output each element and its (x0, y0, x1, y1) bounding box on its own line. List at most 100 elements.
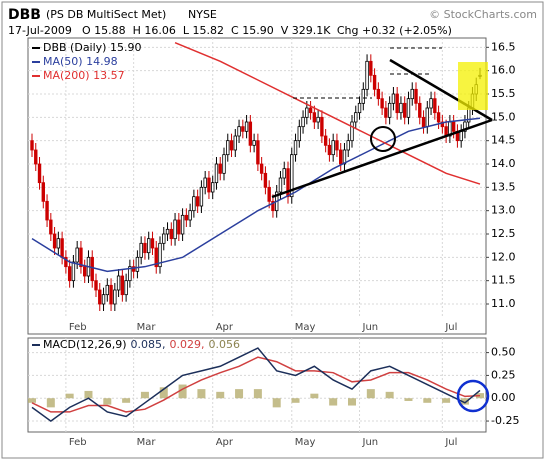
candle-body (354, 112, 358, 123)
histogram-bar (404, 398, 413, 401)
quote-item: H 16.06 (133, 24, 176, 37)
candle-body (365, 60, 369, 90)
candle-body (263, 172, 268, 188)
security-name: (PS DB MultiSect Met) (46, 8, 166, 21)
highlight-circle (456, 379, 490, 413)
candle-body (199, 186, 204, 207)
histogram-bar (272, 398, 281, 408)
candle-body (357, 102, 362, 114)
histogram-bar (178, 384, 187, 399)
x-tick-label: Mar (137, 437, 157, 448)
candle-body (98, 289, 102, 305)
candle-body (214, 163, 219, 184)
candle-body (339, 149, 343, 165)
symbol: DBB (8, 7, 41, 23)
y-tick-label: 11.0 (491, 297, 516, 310)
candle-body (222, 154, 226, 174)
y-tick-label: 14.0 (491, 157, 516, 170)
legend-item: MACD(12,26,9) (43, 338, 127, 351)
histogram-bar (159, 387, 168, 399)
candle-body (429, 98, 433, 109)
y-tick-label: 13.5 (491, 180, 516, 193)
x-tick-label: May (295, 322, 316, 333)
candle-body (414, 88, 418, 104)
candle-body (83, 266, 87, 277)
candle-body (79, 247, 83, 268)
legend-item: 0.029, (170, 338, 205, 351)
candle-body (150, 238, 155, 249)
candle-body (316, 116, 320, 123)
candle-body (218, 163, 222, 174)
x-tick-label: Feb (69, 322, 87, 333)
candle-body (418, 102, 422, 118)
candle-body (399, 102, 403, 114)
candle-body (406, 98, 411, 118)
candle-body (463, 121, 467, 132)
histogram-bar (140, 391, 149, 399)
candle-body (45, 200, 49, 221)
candle-body (320, 116, 324, 137)
candle-body (229, 140, 234, 151)
legend-label: MA(50) 14.98 (43, 55, 118, 68)
histogram-bar (348, 398, 356, 406)
quote-item: L 15.82 (183, 24, 224, 37)
candle-body (109, 284, 113, 305)
candle-body (71, 261, 76, 282)
candle-body (384, 107, 388, 118)
y-tick-label: 14.5 (491, 134, 516, 147)
histogram-bar (197, 389, 206, 399)
histogram-bar (46, 398, 55, 408)
candle-body (211, 182, 215, 193)
y-tick-label: 0.00 (491, 391, 516, 404)
annotations (271, 47, 493, 413)
candle-body (56, 238, 61, 249)
candle-body (41, 182, 45, 202)
histogram-bar (460, 398, 469, 405)
candle-body (60, 238, 64, 258)
candle-body (308, 107, 313, 114)
x-tick-label: Apr (216, 322, 234, 333)
candle-body (282, 168, 286, 179)
candle-body (436, 112, 441, 123)
candle-body (233, 135, 237, 151)
legend-label: MA(200) 13.57 (43, 69, 125, 82)
candle-body (376, 88, 381, 100)
candle-body (350, 121, 354, 142)
candle-body (259, 163, 264, 174)
y-tick-label: 11.5 (491, 274, 516, 287)
candle-body (143, 242, 147, 254)
candle-body (256, 140, 260, 165)
y-tick-label: 15.5 (491, 87, 516, 100)
candle-body (154, 247, 158, 268)
quote-item: Chg +0.32 (+2.05%) (337, 24, 452, 37)
quote-item: V 329.1K (281, 24, 332, 37)
histogram-bar (442, 398, 451, 403)
legend-item: 0.085, (131, 338, 166, 351)
histogram-bar (385, 391, 394, 399)
panel (27, 37, 487, 335)
candle-body (135, 256, 140, 272)
histogram-bar (65, 393, 74, 399)
histogram-bar (329, 398, 338, 406)
candle-body (188, 210, 192, 221)
candle-body (293, 140, 298, 156)
candle-body (331, 140, 335, 156)
candle-body (451, 121, 456, 132)
candle-body (346, 140, 350, 151)
candle-body (342, 149, 347, 165)
candle-body (158, 242, 162, 268)
quote-item: C 15.90 (231, 24, 274, 37)
y-tick-label: -0.25 (491, 414, 519, 427)
histogram-bar (310, 393, 319, 399)
y-tick-label: 0.50 (491, 346, 516, 359)
candle-body (124, 280, 128, 296)
highlight-circle (370, 126, 396, 152)
candle-body (305, 107, 309, 118)
y-tick-label: 12.0 (491, 250, 516, 263)
highlight-box (458, 62, 488, 110)
candle-body (380, 98, 384, 109)
support-trendline (271, 118, 493, 199)
histogram-bar (235, 389, 244, 399)
legend-label: MACD(12,26,9) 0.085, 0.029, 0.056 (43, 338, 240, 351)
candle-body (403, 102, 407, 118)
